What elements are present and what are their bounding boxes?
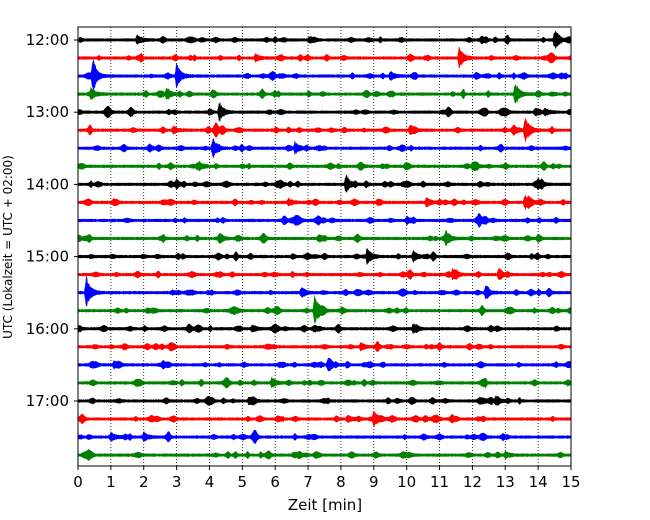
y-tick-label: 15:00: [26, 248, 69, 266]
x-tick-label: 4: [205, 473, 215, 491]
x-axis-ticks: 0 1 2 3 4 5 6 7 8 9 10 11 12 13 14 15: [73, 466, 581, 491]
trace-1530: [77, 276, 572, 307]
y-tick-label: 17:00: [26, 392, 69, 410]
x-axis-label: Zeit [min]: [288, 496, 362, 514]
x-tick-label: 10: [397, 473, 416, 491]
vertical-grid-lines: [110, 27, 539, 466]
y-tick-label: 12:00: [26, 31, 69, 49]
x-tick-label: 2: [139, 473, 149, 491]
seismogram-traces: [77, 30, 572, 461]
y-tick-label: 16:00: [26, 320, 69, 338]
x-tick-label: 12: [463, 473, 482, 491]
x-tick-label: 15: [561, 473, 580, 491]
x-tick-label: 11: [430, 473, 449, 491]
y-tick-label: 14:00: [26, 175, 69, 193]
x-tick-label: 6: [270, 473, 280, 491]
x-tick-label: 13: [496, 473, 515, 491]
y-axis-label: UTC (Lokalzeit = UTC + 02:00): [1, 155, 15, 339]
trace-1230: [77, 59, 572, 91]
x-tick-label: 9: [369, 473, 379, 491]
x-tick-label: 7: [303, 473, 313, 491]
x-tick-label: 5: [238, 473, 248, 491]
y-axis-ticks: 12:00 13:00 14:00 15:00 16:00 17:00: [26, 31, 78, 410]
y-tick-label: 13:00: [26, 103, 69, 121]
trace-1545: [77, 295, 572, 324]
x-tick-label: 0: [73, 473, 83, 491]
x-tick-label: 3: [172, 473, 182, 491]
x-tick-label: 1: [106, 473, 116, 491]
x-tick-label: 8: [336, 473, 346, 491]
plot-frame: [77, 26, 572, 467]
x-tick-label: 14: [529, 473, 548, 491]
